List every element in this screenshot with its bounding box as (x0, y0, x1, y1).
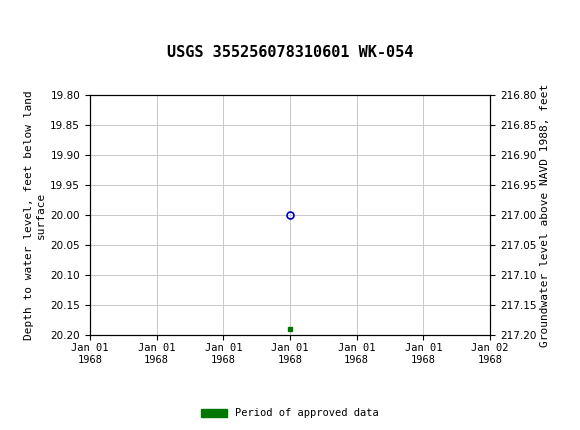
Legend: Period of approved data: Period of approved data (197, 404, 383, 423)
Text: ≡: ≡ (12, 7, 32, 31)
Y-axis label: Depth to water level, feet below land
surface: Depth to water level, feet below land su… (24, 90, 46, 340)
Text: USGS: USGS (44, 10, 99, 28)
Y-axis label: Groundwater level above NAVD 1988, feet: Groundwater level above NAVD 1988, feet (541, 83, 550, 347)
Text: USGS 355256078310601 WK-054: USGS 355256078310601 WK-054 (167, 45, 413, 60)
